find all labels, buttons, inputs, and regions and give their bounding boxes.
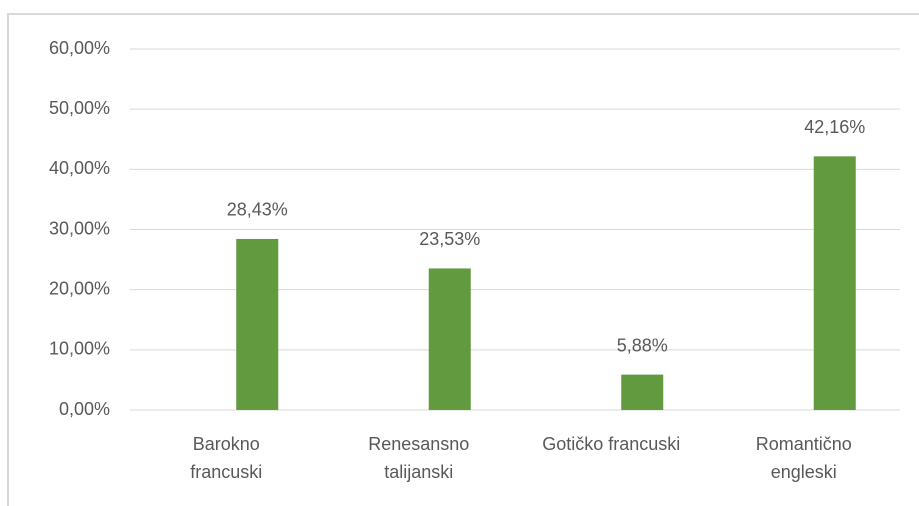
- x-tick-label: Gotičko francuski: [542, 434, 681, 454]
- x-tick-label: Renesansno talijanski: [368, 434, 470, 482]
- bar: [428, 268, 471, 410]
- data-label: 5,88%: [617, 335, 668, 355]
- data-label: 42,16%: [804, 117, 865, 137]
- y-tick-label: 0,00%: [59, 399, 110, 419]
- bar: [236, 238, 279, 410]
- chart-border: [7, 13, 919, 506]
- bar: [621, 374, 664, 410]
- y-tick-label: 20,00%: [49, 278, 110, 298]
- x-tick-label: Barokno francuski: [190, 434, 263, 482]
- y-tick-label: 50,00%: [49, 98, 110, 118]
- y-tick-label: 60,00%: [49, 38, 110, 58]
- bar: [813, 156, 856, 410]
- x-tick-label: Romantično engleski: [755, 434, 852, 482]
- y-tick-label: 10,00%: [49, 339, 110, 359]
- y-tick-label: 40,00%: [49, 158, 110, 178]
- data-label: 23,53%: [419, 229, 480, 249]
- data-label: 28,43%: [227, 200, 288, 220]
- y-tick-label: 30,00%: [49, 218, 110, 238]
